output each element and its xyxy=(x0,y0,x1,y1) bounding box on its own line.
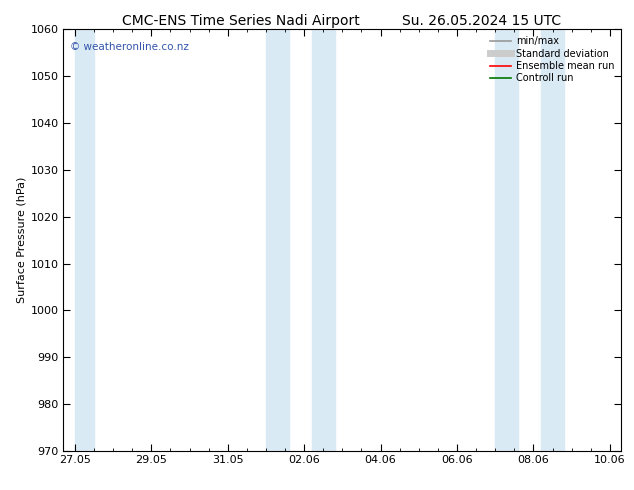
Y-axis label: Surface Pressure (hPa): Surface Pressure (hPa) xyxy=(16,177,26,303)
Bar xyxy=(266,29,289,451)
Bar xyxy=(541,29,564,451)
Bar xyxy=(312,29,335,451)
Bar xyxy=(75,29,94,451)
Text: © weatheronline.co.nz: © weatheronline.co.nz xyxy=(70,42,189,52)
Text: CMC-ENS Time Series Nadi Airport: CMC-ENS Time Series Nadi Airport xyxy=(122,14,360,28)
Bar xyxy=(495,29,518,451)
Legend: min/max, Standard deviation, Ensemble mean run, Controll run: min/max, Standard deviation, Ensemble me… xyxy=(488,34,616,85)
Text: Su. 26.05.2024 15 UTC: Su. 26.05.2024 15 UTC xyxy=(403,14,561,28)
